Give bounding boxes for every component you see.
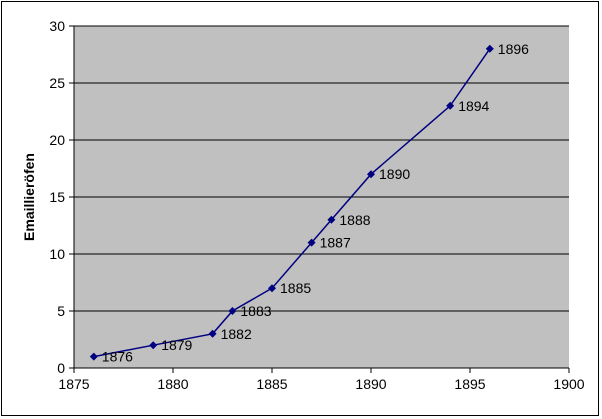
y-tick-label-20: 20 bbox=[49, 132, 65, 148]
y-tick-labels: 0 5 10 15 20 25 30 bbox=[49, 18, 65, 376]
data-label-1883: 1883 bbox=[240, 303, 271, 319]
x-tick-label-1900: 1900 bbox=[553, 376, 584, 392]
data-label-1896: 1896 bbox=[498, 41, 529, 57]
y-tick-label-10: 10 bbox=[49, 246, 65, 262]
data-markers bbox=[89, 44, 494, 361]
data-point-1888 bbox=[327, 215, 336, 224]
data-label-1888: 1888 bbox=[339, 212, 370, 228]
gridlines bbox=[74, 25, 569, 312]
data-label-1882: 1882 bbox=[221, 326, 252, 342]
data-label-1887: 1887 bbox=[320, 235, 351, 251]
data-label-1890: 1890 bbox=[379, 166, 410, 182]
y-tick-label-5: 5 bbox=[57, 303, 65, 319]
data-point-1887 bbox=[307, 238, 316, 247]
series-line bbox=[93, 48, 491, 358]
y-tick-label-0: 0 bbox=[57, 360, 65, 376]
data-point-1883 bbox=[228, 307, 237, 315]
y-tick-label-30: 30 bbox=[49, 18, 65, 34]
data-point-1896 bbox=[485, 44, 494, 53]
data-label-1879: 1879 bbox=[161, 337, 192, 353]
data-label-1876: 1876 bbox=[102, 349, 133, 365]
data-label-1894: 1894 bbox=[458, 98, 489, 114]
x-tick-label-1875: 1875 bbox=[58, 376, 89, 392]
x-tick-label-1885: 1885 bbox=[256, 376, 287, 392]
x-tick-label-1880: 1880 bbox=[157, 376, 188, 392]
data-point-1890 bbox=[367, 170, 375, 179]
axes bbox=[69, 25, 570, 373]
data-label-1885: 1885 bbox=[280, 280, 311, 296]
data-labels: 1876 1879 1882 1883 1885 1887 1888 1890 1894 1896 bbox=[102, 41, 529, 365]
data-point-1885 bbox=[268, 284, 276, 293]
data-point-1876 bbox=[89, 352, 98, 361]
data-point-1882 bbox=[208, 329, 217, 338]
y-tick-label-25: 25 bbox=[49, 75, 65, 91]
series-polyline bbox=[93, 48, 491, 358]
y-tick-label-15: 15 bbox=[49, 189, 65, 205]
data-point-1879 bbox=[149, 341, 158, 350]
x-tick-labels: 1875 1880 1885 1890 1895 1900 bbox=[58, 376, 584, 392]
x-tick-label-1895: 1895 bbox=[454, 376, 485, 392]
x-tick-label-1890: 1890 bbox=[355, 376, 386, 392]
data-point-1894 bbox=[446, 101, 455, 110]
y-axis-label: Emaillieröfen bbox=[21, 153, 37, 241]
